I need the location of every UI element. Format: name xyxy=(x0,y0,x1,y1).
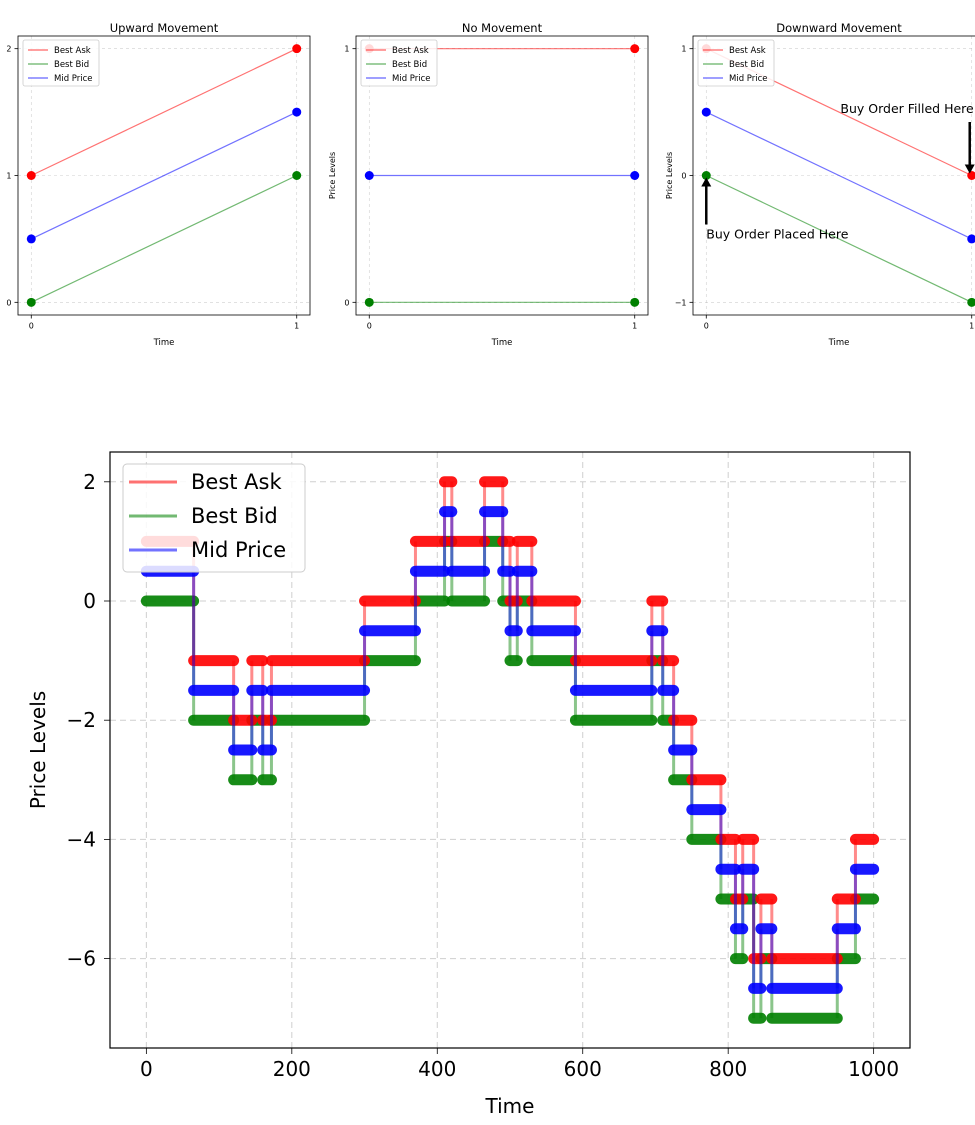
x-tick-label: 1 xyxy=(294,322,299,331)
legend-label: Best Ask xyxy=(191,470,282,494)
x-tick-label: 800 xyxy=(709,1057,747,1081)
legend-label: Best Bid xyxy=(729,60,764,70)
point-bid xyxy=(701,171,711,180)
point-bid xyxy=(26,297,36,307)
series-line-mid xyxy=(31,111,297,240)
y-tick-label: 2 xyxy=(6,45,11,54)
y-tick-label: 1 xyxy=(6,172,11,181)
x-tick-label: 200 xyxy=(273,1057,311,1081)
point-ask xyxy=(292,44,302,54)
x-axis-label: Time xyxy=(491,338,513,348)
legend-box xyxy=(360,39,438,87)
y-tick-label: −4 xyxy=(67,827,96,851)
x-axis-label: Time xyxy=(153,338,175,348)
legend-label: Best Bid xyxy=(191,504,278,528)
y-axis-label: Price Levels xyxy=(328,152,337,199)
y-tick-label: 0 xyxy=(6,298,11,307)
legend-label: Best Ask xyxy=(729,46,766,56)
point-ask xyxy=(630,44,640,54)
annotations: Buy Order Filled Here Buy Order Placed He… xyxy=(701,101,975,242)
point-mid xyxy=(292,107,302,117)
plot-area xyxy=(26,44,302,307)
x-tick-label: 400 xyxy=(418,1057,456,1081)
x-tick-label: 1000 xyxy=(848,1057,899,1081)
x-tick-label: 1 xyxy=(969,322,974,331)
legend-box xyxy=(22,39,100,87)
annotation-filled: Buy Order Filled Here xyxy=(840,101,974,116)
legend-label: Mid Price xyxy=(729,74,768,84)
chart-4: 0 200 400 600 800 1000 2 0 −2 −4 −6 Time Price Level… xyxy=(26,451,911,1118)
chart-title: Downward Movement xyxy=(776,21,902,35)
x-tick-label: 600 xyxy=(564,1057,602,1081)
y-tick-label: −1 xyxy=(675,298,687,307)
series-line-mid xyxy=(706,111,972,240)
point-ask xyxy=(26,171,36,180)
point-mid xyxy=(630,171,640,180)
series-mid-price xyxy=(140,506,880,994)
legend: Best Ask Best Bid Mid Price xyxy=(22,39,100,87)
point-ask xyxy=(967,171,975,180)
point-mid xyxy=(364,171,374,180)
series-line-ask xyxy=(31,48,297,177)
x-tick-label: 0 xyxy=(29,322,34,331)
y-axis-label: Price Levels xyxy=(26,691,50,809)
annotation-placed: Buy Order Placed Here xyxy=(706,227,848,242)
y-tick-label: 2 xyxy=(83,470,96,494)
legend-label: Best Bid xyxy=(54,60,89,70)
x-tick-label: 0 xyxy=(367,322,372,331)
chart-title: Upward Movement xyxy=(110,21,219,35)
point-bid xyxy=(967,297,975,307)
legend-box xyxy=(697,39,775,87)
legend-label: Best Ask xyxy=(54,46,91,56)
y-tick-label: −2 xyxy=(67,708,96,732)
x-tick-label: 0 xyxy=(704,322,709,331)
axes-frame xyxy=(109,451,911,1049)
y-tick-label: 0 xyxy=(681,172,686,181)
y-tick-label: 0 xyxy=(344,298,349,307)
legend-label: Best Bid xyxy=(392,60,427,70)
arrow-head-up-icon xyxy=(701,177,712,187)
point-mid xyxy=(26,234,36,244)
point-bid xyxy=(364,297,374,307)
chart-title: No Movement xyxy=(462,21,543,35)
chart-3: 0 1 −1 0 1 Downward Movement Time Price Levels B… xyxy=(665,21,975,348)
y-tick-label: 1 xyxy=(344,45,349,54)
y-tick-label: 0 xyxy=(83,589,96,613)
x-axis-label: Time xyxy=(828,338,850,348)
legend-label: Mid Price xyxy=(54,74,93,84)
legend-label: Best Ask xyxy=(392,46,429,56)
legend-label: Mid Price xyxy=(191,538,286,562)
point-mid xyxy=(701,107,711,117)
legend-box xyxy=(122,463,306,573)
legend: Best Ask Best Bid Mid Price xyxy=(122,463,306,573)
axes-frame xyxy=(355,35,649,316)
x-axis-label: Time xyxy=(485,1094,535,1118)
series-line-bid xyxy=(706,174,972,303)
point-bid xyxy=(630,297,640,307)
y-axis-label: Price Levels xyxy=(665,152,674,199)
series-line-bid xyxy=(31,174,297,303)
legend: Best Ask Best Bid Mid Price xyxy=(360,39,438,87)
chart-1: 0 1 0 1 2 Upward Movement Time Best Ask Best Bid… xyxy=(6,21,311,348)
legend: Best Ask Best Bid Mid Price xyxy=(697,39,775,87)
point-mid xyxy=(967,234,975,244)
point-bid xyxy=(292,171,302,180)
y-tick-label: 1 xyxy=(681,45,686,54)
arrow-head-down-icon xyxy=(964,164,975,174)
x-tick-label: 1 xyxy=(632,322,637,331)
legend-label: Mid Price xyxy=(392,74,431,84)
x-tick-label: 0 xyxy=(140,1057,153,1081)
y-tick-label: −6 xyxy=(67,947,96,971)
